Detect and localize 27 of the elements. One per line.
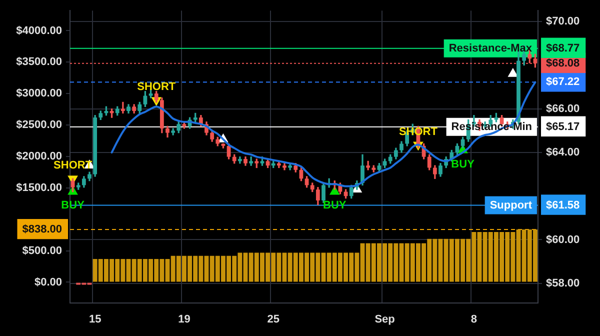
y2-tick-label: $64.00 xyxy=(546,146,580,158)
ref-line-label: Resistance-Max xyxy=(448,42,533,54)
y-tick-label: $4000.00 xyxy=(16,24,62,37)
y2-tick-label: $58.00 xyxy=(546,277,580,290)
y-tick-label: $838.00 xyxy=(22,224,62,236)
y2-tick-label: $67.22 xyxy=(546,76,580,88)
y2-tick-label: $65.17 xyxy=(546,120,580,133)
data-label: BUY xyxy=(451,158,476,170)
y-tick-label: $3500.00 xyxy=(16,56,62,68)
y-tick-label: $0.00 xyxy=(34,276,62,288)
y-tick-label: $500.00 xyxy=(22,244,62,257)
y2-tick-label: $70.00 xyxy=(546,16,580,28)
x-tick-label: Sep xyxy=(374,314,396,326)
y2-tick-label: $68.77 xyxy=(546,42,580,54)
y-tick-label: $1500.00 xyxy=(16,182,62,194)
x-tick-label: 8 xyxy=(470,314,477,326)
y2-tick-label: $66.00 xyxy=(546,102,580,115)
y-tick-label: $2500.00 xyxy=(16,119,62,132)
y-tick-label: $3000.00 xyxy=(16,88,62,100)
x-tick-label: 15 xyxy=(88,314,102,326)
y2-tick-label: $68.08 xyxy=(546,57,580,70)
y2-tick-label: $61.58 xyxy=(546,199,580,212)
data-label: SHORT xyxy=(137,81,176,94)
x-tick-label: 25 xyxy=(267,314,280,326)
ref-line-label: Support xyxy=(490,199,532,212)
x-tick-label: 19 xyxy=(178,314,190,326)
y2-tick-label: $60.00 xyxy=(546,234,580,246)
